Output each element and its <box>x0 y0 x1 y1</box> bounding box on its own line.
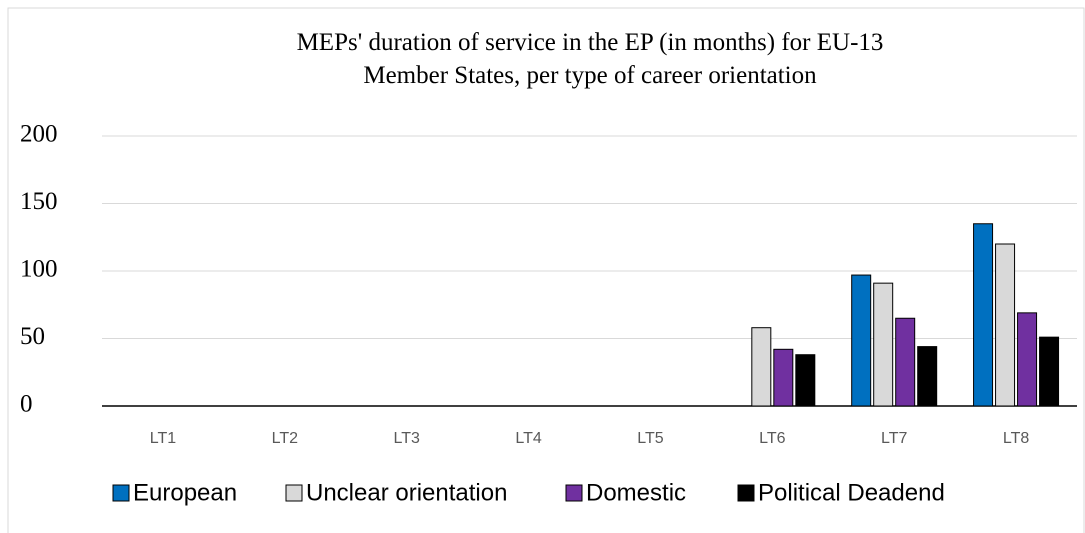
legend-swatch <box>565 484 583 502</box>
x-tick-label: LT2 <box>272 430 298 447</box>
y-tick-label: 50 <box>20 323 45 350</box>
legend-label: Political Deadend <box>758 479 945 506</box>
legend-label: European <box>133 479 237 506</box>
bar <box>773 348 794 407</box>
bar <box>995 243 1016 407</box>
x-tick-label: LT8 <box>1003 430 1029 447</box>
y-tick-label: 200 <box>20 121 58 148</box>
bar <box>973 223 994 407</box>
bar <box>895 317 916 407</box>
legend-label: Unclear orientation <box>306 479 507 506</box>
y-tick-label: 100 <box>20 256 58 283</box>
chart-title: Member States, per type of career orient… <box>363 62 817 89</box>
bar <box>917 346 938 407</box>
chart-title: MEPs' duration of service in the EP (in … <box>297 29 884 56</box>
legend-swatch <box>737 484 755 502</box>
legend-swatch <box>112 484 130 502</box>
x-tick-label: LT7 <box>881 430 907 447</box>
legend-label: Domestic <box>586 479 686 506</box>
bar <box>873 282 894 407</box>
x-tick-label: LT3 <box>393 430 419 447</box>
bar <box>1017 312 1038 407</box>
x-tick-label: LT1 <box>150 430 176 447</box>
bar <box>795 354 816 407</box>
y-tick-label: 150 <box>20 188 58 215</box>
x-tick-label: LT4 <box>515 430 541 447</box>
x-tick-label: LT5 <box>637 430 663 447</box>
bar <box>851 274 872 407</box>
legend-swatch <box>285 484 303 502</box>
bar <box>751 327 772 407</box>
bar <box>1039 336 1060 407</box>
y-tick-label: 0 <box>20 391 33 418</box>
x-tick-label: LT6 <box>759 430 785 447</box>
